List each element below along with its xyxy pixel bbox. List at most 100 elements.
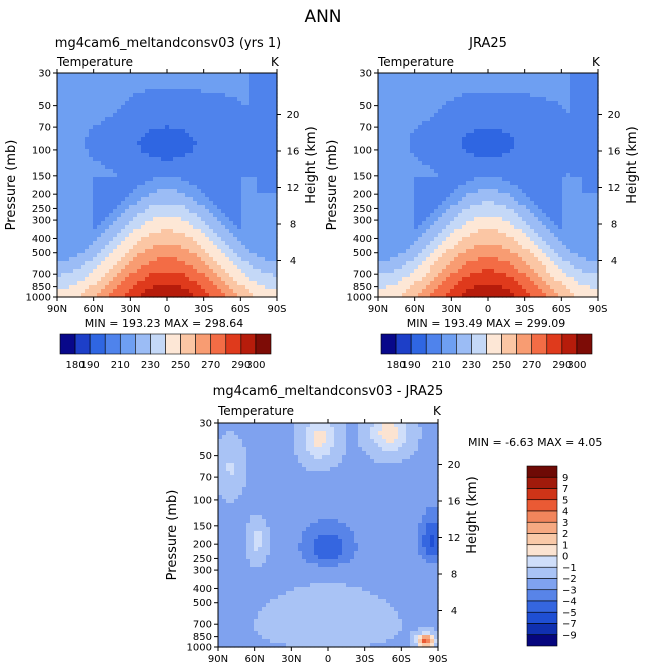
field-cell (470, 77, 475, 82)
field-cell (225, 285, 230, 290)
field-cell (157, 93, 162, 98)
p-tick-label: 100 (32, 145, 51, 156)
field-cell (406, 85, 411, 90)
panel-obs: JRA25 Temperature K 90N 60N 30N 0 30S 60S 90S3… (325, 36, 640, 330)
field-cell (382, 177, 387, 182)
field-cell (426, 85, 431, 90)
field-cell (518, 157, 523, 162)
field-cell (105, 241, 110, 246)
field-cell (470, 101, 475, 106)
field-cell (546, 145, 551, 150)
field-cell (554, 117, 559, 122)
field-cell (225, 77, 230, 82)
field-cell (57, 97, 62, 102)
field-cell (486, 189, 491, 194)
field-cell (57, 141, 62, 146)
field-cell (406, 201, 411, 206)
field-cell (81, 205, 86, 210)
field-cell (422, 145, 427, 150)
field-cell (494, 85, 499, 90)
field-cell (422, 177, 427, 182)
field-cell (225, 109, 230, 114)
field-cell (414, 177, 419, 182)
field-cell (478, 197, 483, 202)
field-cell (217, 221, 222, 226)
field-cell (213, 233, 218, 238)
field-cell (137, 149, 142, 154)
field-cell (269, 245, 274, 250)
field-cell (197, 149, 202, 154)
field-cell (586, 173, 591, 178)
field-cell (93, 213, 98, 218)
field-cell (85, 97, 90, 102)
field-cell (141, 277, 146, 282)
field-cell (57, 153, 62, 158)
field-cell (85, 89, 90, 94)
field-cell (394, 121, 399, 126)
field-cell (438, 101, 443, 106)
field-cell (458, 141, 463, 146)
field-cell (233, 205, 238, 210)
field-cell (554, 73, 559, 78)
field-cell (85, 153, 90, 158)
field-cell (490, 129, 495, 134)
field-cell (221, 141, 226, 146)
field-cell (454, 193, 459, 198)
field-cell (173, 77, 178, 82)
field-cell (518, 125, 523, 130)
field-cell (77, 101, 82, 106)
field-cell (69, 209, 74, 214)
field-cell (213, 197, 218, 202)
field-cell (269, 225, 274, 230)
field-cell (193, 141, 198, 146)
field-cell (486, 133, 491, 138)
field-cell (269, 257, 274, 262)
field-cell (225, 149, 230, 154)
field-cell (213, 109, 218, 114)
field-cell (193, 81, 198, 86)
field-cell (125, 197, 130, 202)
field-cell (133, 161, 138, 166)
field-cell (97, 245, 102, 250)
field-cell (169, 161, 174, 166)
field-cell (149, 149, 154, 154)
field-cell (558, 81, 563, 86)
field-cell (141, 157, 146, 162)
field-cell (105, 193, 110, 198)
field-cell (93, 285, 98, 290)
field-cell (221, 81, 226, 86)
field-cell (209, 181, 214, 186)
field-cell (249, 157, 254, 162)
field-cell (470, 153, 475, 158)
field-cell (161, 185, 166, 190)
field-cell (133, 133, 138, 138)
field-cell (109, 153, 114, 158)
field-cell (221, 213, 226, 218)
field-cell (526, 141, 531, 146)
field-cell (490, 141, 495, 146)
field-cell (165, 201, 170, 206)
field-cell (125, 265, 130, 270)
field-cell (209, 105, 214, 110)
field-cell (245, 229, 250, 234)
field-cell (133, 157, 138, 162)
field-cell (414, 189, 419, 194)
field-cell (386, 149, 391, 154)
field-cell (574, 181, 579, 186)
field-cell (478, 169, 483, 174)
field-cell (61, 213, 66, 218)
field-cell (390, 133, 395, 138)
field-cell (594, 137, 599, 142)
field-cell (402, 145, 407, 150)
field-cell (414, 165, 419, 170)
field-cell (61, 177, 66, 182)
field-cell (109, 221, 114, 226)
field-cell (418, 153, 423, 158)
field-cell (486, 181, 491, 186)
field-cell (382, 77, 387, 82)
field-cell (570, 169, 575, 174)
field-cell (213, 129, 218, 134)
field-cell (526, 185, 531, 190)
field-cell (257, 213, 262, 218)
field-cell (137, 81, 142, 86)
